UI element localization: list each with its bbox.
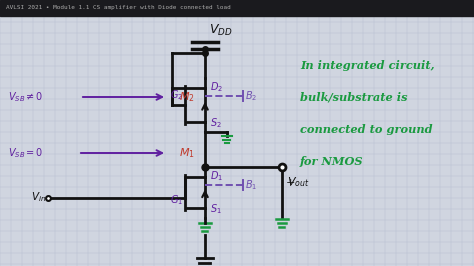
Text: for NMOS: for NMOS: [300, 156, 364, 167]
Text: $S_1$: $S_1$: [210, 202, 222, 216]
Text: +: +: [285, 178, 295, 188]
Text: bulk/substrate is: bulk/substrate is: [300, 92, 408, 103]
Text: AVLSI 2021 • Module 1.1 CS amplifier with Diode connected load: AVLSI 2021 • Module 1.1 CS amplifier wit…: [6, 6, 231, 10]
Text: $V_{out}$: $V_{out}$: [287, 175, 310, 189]
Text: $V_{SB}\neq 0$: $V_{SB}\neq 0$: [8, 90, 44, 104]
Text: $G_1$: $G_1$: [170, 194, 183, 207]
Text: $D_1$: $D_1$: [210, 169, 223, 183]
Bar: [0, 0, 474, 16]
Text: $M_1$: $M_1$: [179, 146, 195, 160]
Text: $G_2$: $G_2$: [170, 88, 183, 102]
Text: connected to ground: connected to ground: [300, 124, 433, 135]
Text: $V_{SB}=0$: $V_{SB}=0$: [8, 146, 44, 160]
Text: $V_{in}$: $V_{in}$: [31, 191, 46, 204]
Text: $S_2$: $S_2$: [210, 116, 222, 130]
Text: $D_2$: $D_2$: [210, 80, 223, 94]
Text: In integrated circuit,: In integrated circuit,: [300, 60, 435, 71]
Text: $V_{DD}$: $V_{DD}$: [209, 23, 233, 38]
Text: $B_1$: $B_1$: [245, 178, 257, 192]
Text: $B_2$: $B_2$: [245, 89, 257, 103]
Text: $M_2$: $M_2$: [179, 90, 195, 104]
